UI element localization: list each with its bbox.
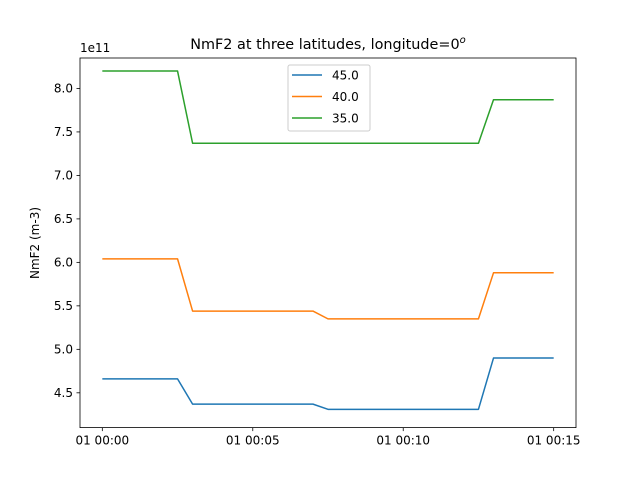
- plot-frame: [79, 57, 577, 429]
- legend-label-40.0: 40.0: [332, 90, 359, 104]
- y-tick-label: 6.5: [54, 212, 73, 226]
- y-tick-label: 6.0: [54, 256, 73, 270]
- y-axis-offset-label: 1e11: [80, 41, 110, 55]
- x-tick-label: 01 00:15: [527, 434, 581, 448]
- series-line-35.0: [102, 70, 554, 144]
- chart-title: NmF2 at three latitudes, longitude=0o: [190, 35, 465, 53]
- y-tick-label: 7.5: [54, 125, 73, 139]
- y-tick-label: 8.0: [54, 82, 73, 96]
- x-axis-ticks: 01 00:00 01 00:05 01 00:10 01 00:15: [75, 427, 581, 448]
- y-axis-label: NmF2 (m-3): [28, 207, 42, 279]
- y-tick-label: 7.0: [54, 169, 73, 183]
- legend-box: [287, 64, 371, 132]
- y-axis-ticks: 4.5 5.0 5.5 6.0 6.5 7.0 7.5 8.0: [54, 82, 80, 400]
- x-tick-label: 01 00:05: [226, 434, 280, 448]
- series-line-45.0: [102, 357, 554, 411]
- x-tick-label: 01 00:10: [376, 434, 430, 448]
- y-tick-label: 4.5: [54, 386, 73, 400]
- x-tick-label: 01 00:00: [75, 434, 129, 448]
- legend: 45.0 40.0 35.0: [287, 64, 371, 132]
- y-tick-label: 5.5: [54, 299, 73, 313]
- y-tick-label: 5.0: [54, 343, 73, 357]
- legend-label-35.0: 35.0: [332, 112, 359, 126]
- chart-title-degree-superscript: o: [460, 35, 466, 46]
- chart-title-text: NmF2 at three latitudes, longitude=0: [190, 37, 459, 53]
- series-line-40.0: [102, 258, 554, 320]
- series-layer: [102, 70, 554, 411]
- legend-label-45.0: 45.0: [332, 69, 359, 83]
